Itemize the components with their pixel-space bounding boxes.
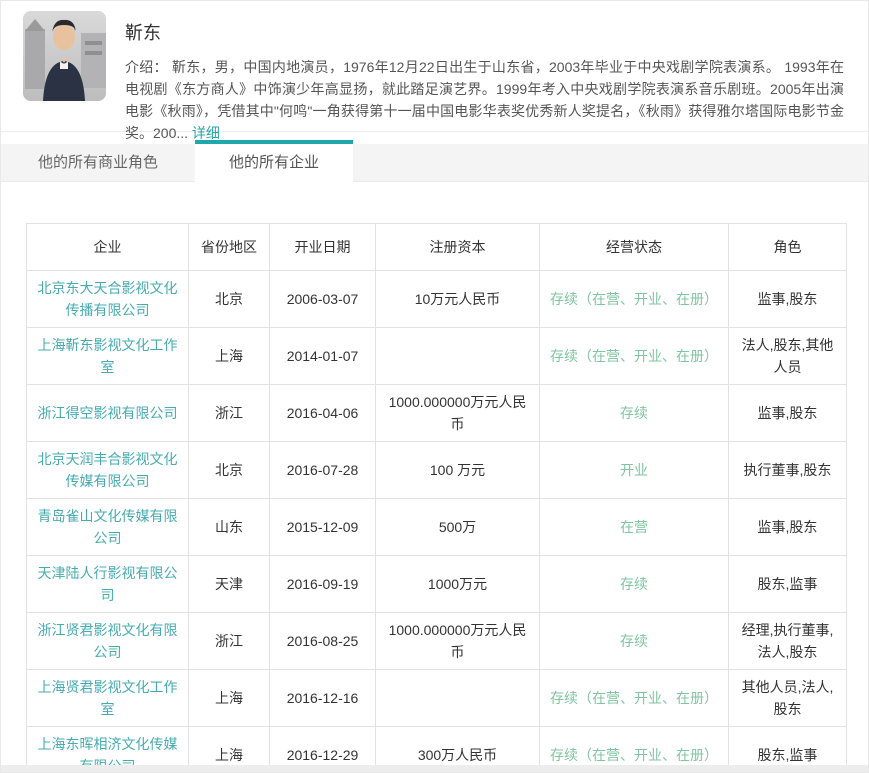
province-cell: 北京 — [188, 270, 270, 328]
profile-name: 靳东 — [125, 23, 161, 43]
detail-link[interactable]: 详细 — [191, 125, 220, 141]
status-cell: 存续 — [539, 384, 729, 442]
capital-cell — [375, 327, 540, 385]
roles-cell: 法人,股东,其他人员 — [728, 327, 847, 385]
capital-cell: 10万元人民币 — [375, 270, 540, 328]
roles-cell: 股东,监事 — [728, 555, 847, 613]
province-cell: 浙江 — [188, 384, 270, 442]
company-cell: 上海贤君影视文化工作室 — [26, 669, 189, 727]
company-cell: 天津陆人行影视有限公司 — [26, 555, 189, 613]
roles-cell: 经理,执行董事,法人,股东 — [728, 612, 847, 670]
company-cell: 北京东大天合影视文化传播有限公司 — [26, 270, 189, 328]
capital-cell: 300万人民币 — [375, 726, 540, 772]
company-link[interactable]: 浙江得空影视有限公司 — [37, 405, 178, 421]
profile-info: 靳东 介绍： 靳东，男，中国内地演员，1976年12月22日出生于山东省，200… — [125, 11, 844, 144]
col-header-capital: 注册资本 — [375, 223, 540, 271]
province-cell: 北京 — [188, 441, 270, 499]
company-link[interactable]: 北京东大天合影视文化传播有限公司 — [37, 280, 178, 318]
page-bottom-strip — [1, 765, 868, 772]
col-header-status: 经营状态 — [539, 223, 729, 271]
status-cell: 在营 — [539, 498, 729, 556]
capital-cell — [375, 669, 540, 727]
intro-text: 靳东，男，中国内地演员，1976年12月22日出生于山东省，2003年毕业于中央… — [125, 59, 845, 141]
open-date-cell: 2006-03-07 — [269, 270, 376, 328]
table-row: 青岛雀山文化传媒有限公司 山东 2015-12-09 500万 在营 监事,股东 — [26, 498, 847, 556]
open-date-cell: 2016-12-29 — [269, 726, 376, 772]
table-row: 上海贤君影视文化工作室 上海 2016-12-16 存续（在营、开业、在册） 其… — [26, 669, 847, 727]
open-date-cell: 2015-12-09 — [269, 498, 376, 556]
tab-content: 企业 省份地区 开业日期 注册资本 经营状态 角色 北京东大天合影视文化传播有限… — [1, 186, 868, 772]
company-link[interactable]: 北京天润丰合影视文化传媒有限公司 — [37, 451, 178, 489]
province-cell: 上海 — [188, 327, 270, 385]
capital-cell: 100 万元 — [375, 441, 540, 499]
open-date-cell: 2016-08-25 — [269, 612, 376, 670]
tab-bar: 他的所有商业角色 他的所有企业 — [1, 140, 868, 186]
status-cell: 开业 — [539, 441, 729, 499]
open-date-cell: 2014-01-07 — [269, 327, 376, 385]
company-table-body: 北京东大天合影视文化传播有限公司 北京 2006-03-07 10万元人民币 存… — [26, 270, 847, 772]
company-cell: 浙江得空影视有限公司 — [26, 384, 189, 442]
company-table: 企业 省份地区 开业日期 注册资本 经营状态 角色 北京东大天合影视文化传播有限… — [26, 223, 847, 772]
company-cell: 青岛雀山文化传媒有限公司 — [26, 498, 189, 556]
person-portrait-icon — [23, 11, 106, 101]
profile-intro: 介绍： 靳东，男，中国内地演员，1976年12月22日出生于山东省，2003年毕… — [125, 56, 844, 144]
company-cell: 浙江贤君影视文化有限公司 — [26, 612, 189, 670]
table-row: 上海东晖相济文化传媒有限公司 上海 2016-12-29 300万人民币 存续（… — [26, 726, 847, 772]
province-cell: 山东 — [188, 498, 270, 556]
status-cell: 存续（在营、开业、在册） — [539, 726, 729, 772]
profile-photo — [23, 11, 106, 101]
capital-cell: 500万 — [375, 498, 540, 556]
company-link[interactable]: 天津陆人行影视有限公司 — [37, 565, 178, 603]
company-link[interactable]: 上海贤君影视文化工作室 — [37, 679, 178, 717]
tab-companies[interactable]: 他的所有企业 — [195, 140, 353, 186]
table-header-row: 企业 省份地区 开业日期 注册资本 经营状态 角色 — [26, 223, 847, 271]
col-header-company: 企业 — [26, 223, 189, 271]
tab-business-roles[interactable]: 他的所有商业角色 — [37, 154, 158, 171]
company-cell: 上海靳东影视文化工作室 — [26, 327, 189, 385]
capital-cell: 1000.000000万元人民币 — [375, 384, 540, 442]
intro-label: 介绍： — [125, 59, 168, 75]
province-cell: 上海 — [188, 726, 270, 772]
status-cell: 存续 — [539, 612, 729, 670]
open-date-cell: 2016-12-16 — [269, 669, 376, 727]
province-cell: 上海 — [188, 669, 270, 727]
roles-cell: 监事,股东 — [728, 498, 847, 556]
roles-cell: 股东,监事 — [728, 726, 847, 772]
status-cell: 存续（在营、开业、在册） — [539, 669, 729, 727]
open-date-cell: 2016-07-28 — [269, 441, 376, 499]
col-header-province: 省份地区 — [188, 223, 270, 271]
company-link[interactable]: 青岛雀山文化传媒有限公司 — [37, 508, 178, 546]
province-cell: 天津 — [188, 555, 270, 613]
profile-header: 靳东 介绍： 靳东，男，中国内地演员，1976年12月22日出生于山东省，200… — [1, 1, 868, 141]
roles-cell: 监事,股东 — [728, 384, 847, 442]
table-row: 上海靳东影视文化工作室 上海 2014-01-07 存续（在营、开业、在册） 法… — [26, 327, 847, 385]
col-header-open-date: 开业日期 — [269, 223, 376, 271]
province-cell: 浙江 — [188, 612, 270, 670]
status-cell: 存续 — [539, 555, 729, 613]
open-date-cell: 2016-04-06 — [269, 384, 376, 442]
capital-cell: 1000.000000万元人民币 — [375, 612, 540, 670]
open-date-cell: 2016-09-19 — [269, 555, 376, 613]
status-cell: 存续（在营、开业、在册） — [539, 270, 729, 328]
capital-cell: 1000万元 — [375, 555, 540, 613]
table-row: 北京东大天合影视文化传播有限公司 北京 2006-03-07 10万元人民币 存… — [26, 270, 847, 328]
table-row: 天津陆人行影视有限公司 天津 2016-09-19 1000万元 存续 股东,监… — [26, 555, 847, 613]
company-link[interactable]: 上海靳东影视文化工作室 — [37, 337, 178, 375]
company-cell: 北京天润丰合影视文化传媒有限公司 — [26, 441, 189, 499]
tab-bar-background — [1, 144, 868, 182]
col-header-roles: 角色 — [728, 223, 847, 271]
roles-cell: 执行董事,股东 — [728, 441, 847, 499]
table-row: 北京天润丰合影视文化传媒有限公司 北京 2016-07-28 100 万元 开业… — [26, 441, 847, 499]
table-row: 浙江得空影视有限公司 浙江 2016-04-06 1000.000000万元人民… — [26, 384, 847, 442]
roles-cell: 监事,股东 — [728, 270, 847, 328]
status-cell: 存续（在营、开业、在册） — [539, 327, 729, 385]
company-link[interactable]: 浙江贤君影视文化有限公司 — [37, 622, 178, 660]
roles-cell: 其他人员,法人,股东 — [728, 669, 847, 727]
table-row: 浙江贤君影视文化有限公司 浙江 2016-08-25 1000.000000万元… — [26, 612, 847, 670]
